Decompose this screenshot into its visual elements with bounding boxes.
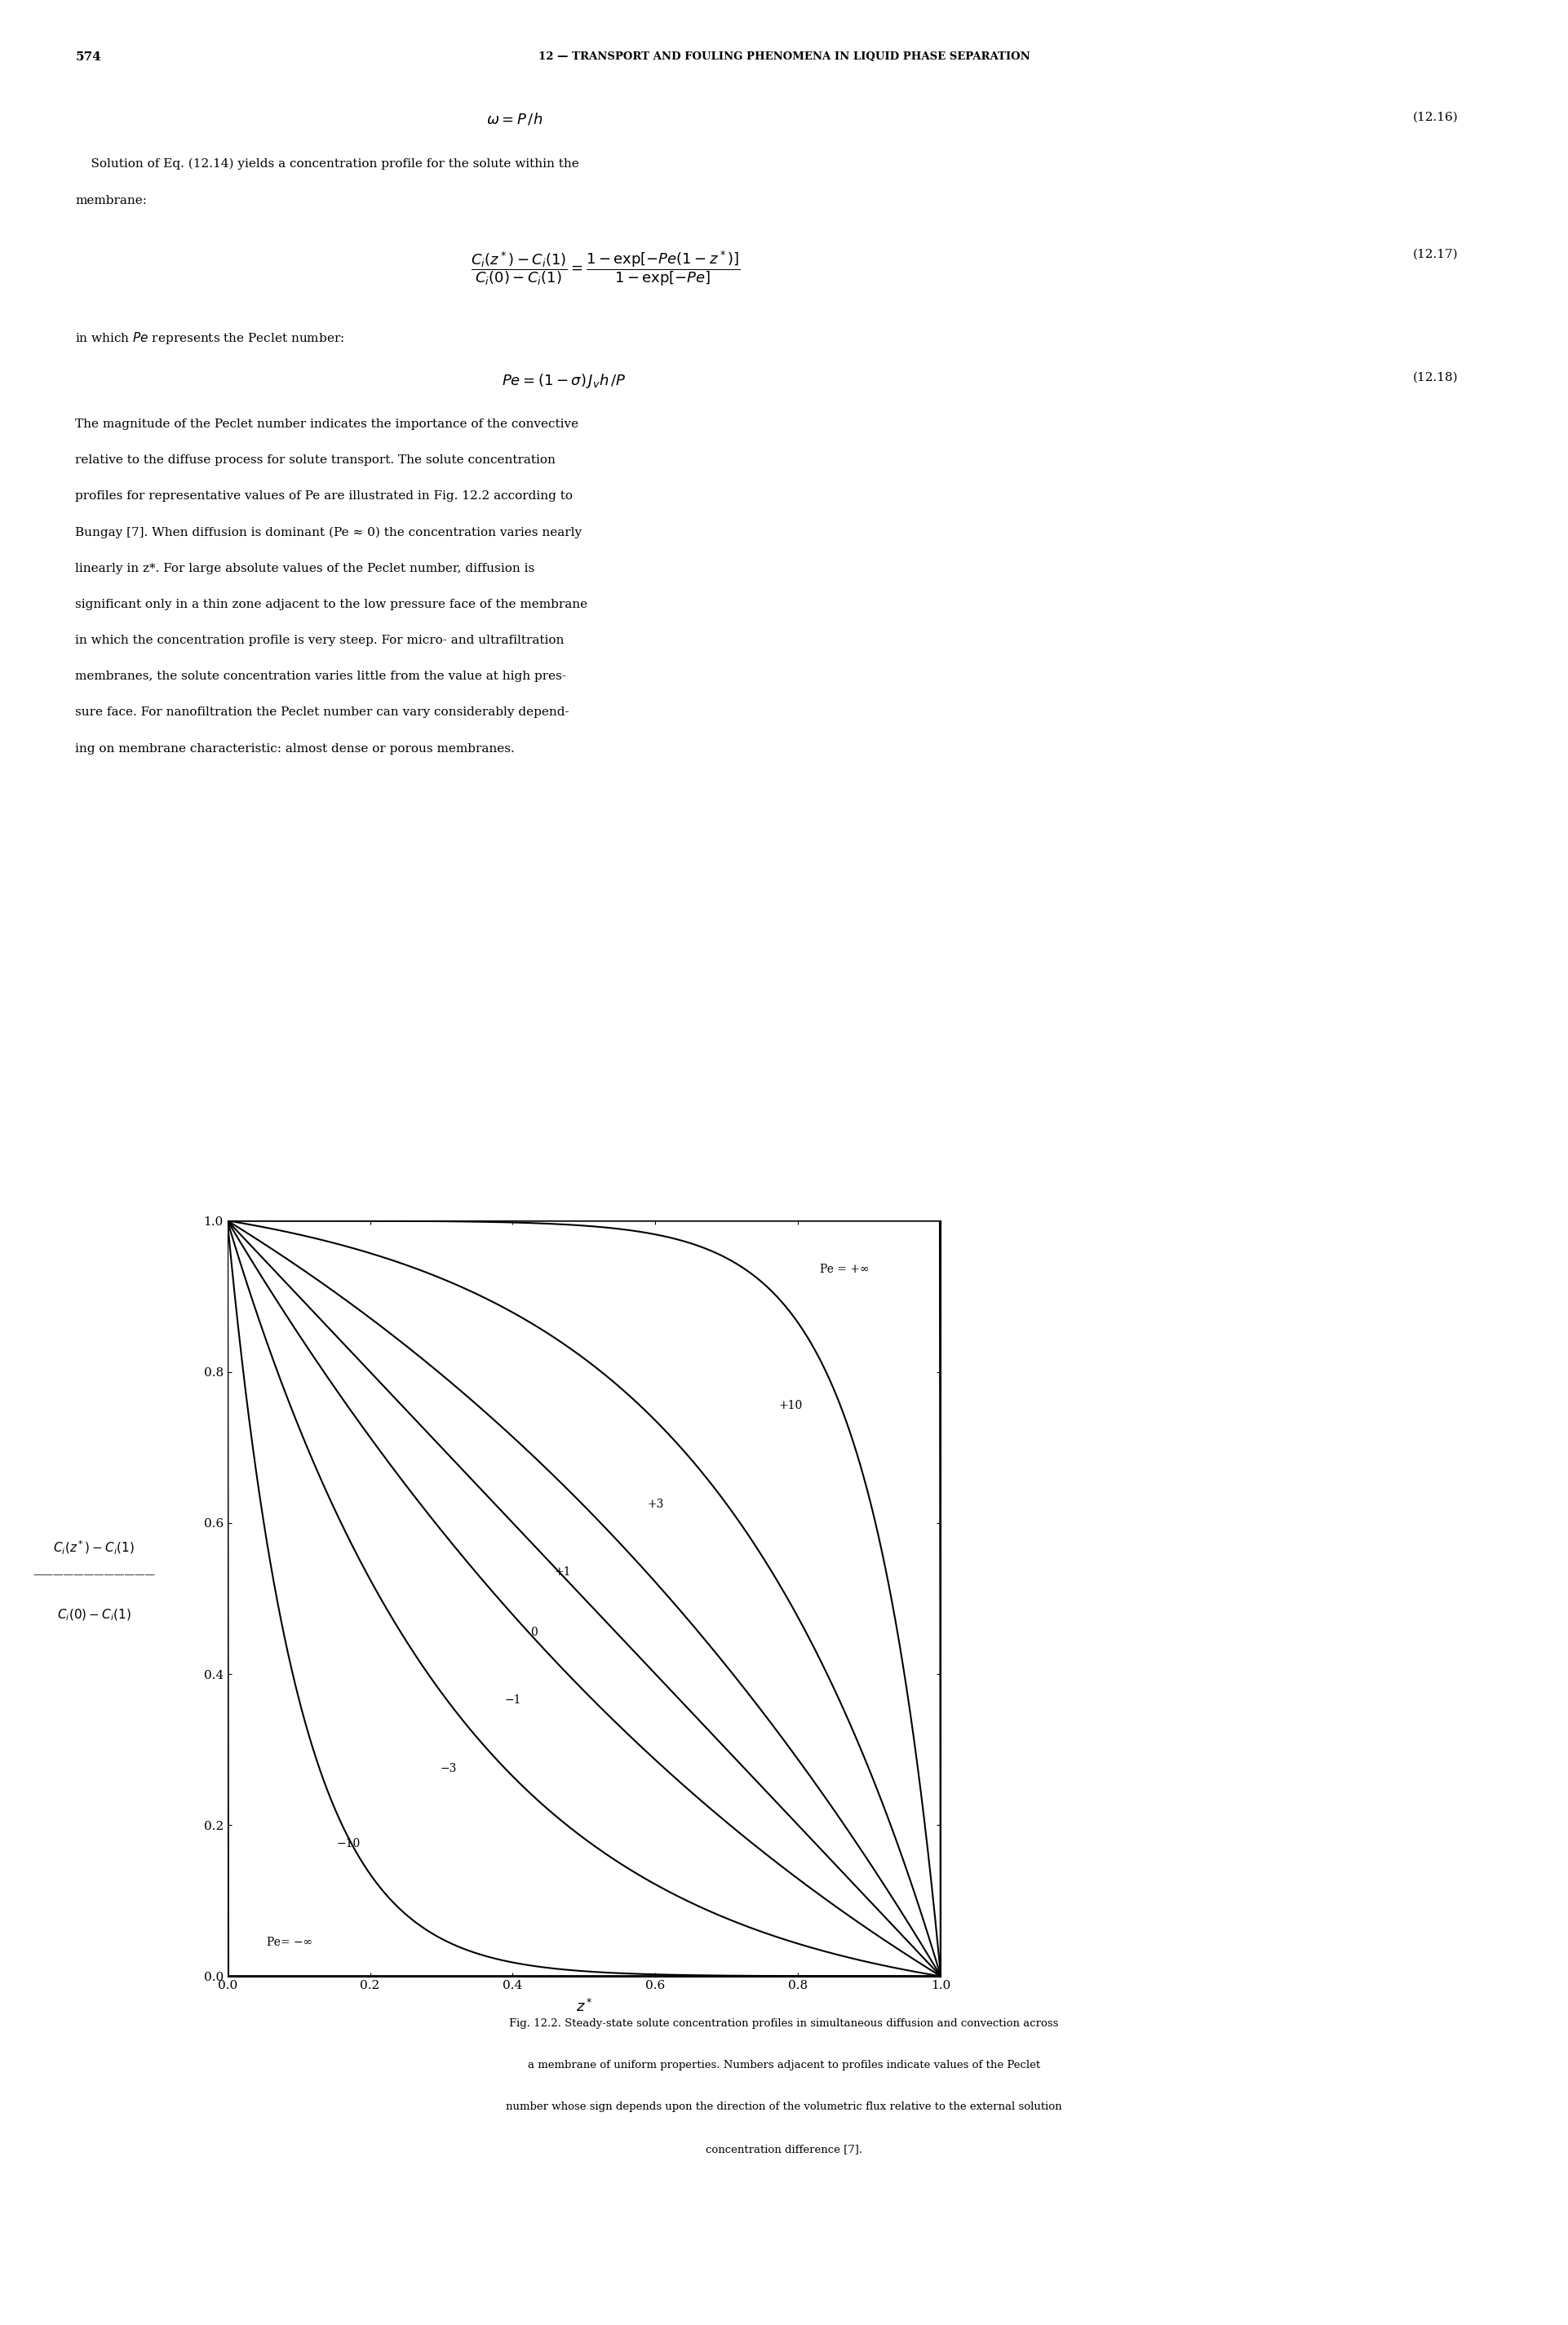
Text: Solution of Eq. (12.14) yields a concentration profile for the solute within the: Solution of Eq. (12.14) yields a concent… [75,158,579,170]
Text: ————————————: ———————————— [33,1569,155,1581]
Text: Pe= −∞: Pe= −∞ [267,1937,312,1948]
Text: $\omega = P\,/h$: $\omega = P\,/h$ [486,112,543,128]
Text: +3: +3 [648,1497,663,1509]
Text: sure face. For nanofiltration the Peclet number can vary considerably depend-: sure face. For nanofiltration the Peclet… [75,707,569,718]
Text: 0: 0 [530,1627,538,1639]
Text: $C_i(z^*) - C_i(1)$: $C_i(z^*) - C_i(1)$ [53,1539,135,1558]
Text: 12 — TRANSPORT AND FOULING PHENOMENA IN LIQUID PHASE SEPARATION: 12 — TRANSPORT AND FOULING PHENOMENA IN … [538,51,1030,63]
Text: (12.18): (12.18) [1413,372,1458,384]
Text: −10: −10 [337,1839,361,1851]
Text: $\dfrac{C_i(z^*) - C_i(1)}{C_i(0) - C_i(1)} = \dfrac{1 - \exp\!\left[-Pe(1-z^*)\: $\dfrac{C_i(z^*) - C_i(1)}{C_i(0) - C_i(… [470,249,740,288]
Text: $Pe = (1 - \sigma)\,J_v h\,/P$: $Pe = (1 - \sigma)\,J_v h\,/P$ [502,372,626,391]
Text: +1: +1 [555,1567,571,1579]
Text: Bungay [7]. When diffusion is dominant (Pe ≈ 0) the concentration varies nearly: Bungay [7]. When diffusion is dominant (… [75,528,582,539]
Text: Pe = +∞: Pe = +∞ [820,1265,869,1276]
Text: $C_i(0) - C_i(1)$: $C_i(0) - C_i(1)$ [56,1609,132,1623]
Text: in which $Pe$ represents the Peclet number:: in which $Pe$ represents the Peclet numb… [75,330,345,346]
Text: a membrane of uniform properties. Numbers adjacent to profiles indicate values o: a membrane of uniform properties. Number… [528,2060,1040,2072]
Text: (12.16): (12.16) [1413,112,1458,123]
Text: in which the concentration profile is very steep. For micro- and ultrafiltration: in which the concentration profile is ve… [75,635,564,646]
Text: linearly in z*. For large absolute values of the Peclet number, diffusion is: linearly in z*. For large absolute value… [75,563,535,574]
Text: The magnitude of the Peclet number indicates the importance of the convective: The magnitude of the Peclet number indic… [75,418,579,430]
Text: number whose sign depends upon the direction of the volumetric flux relative to : number whose sign depends upon the direc… [506,2102,1062,2113]
X-axis label: $z^*$: $z^*$ [575,2000,593,2016]
Text: −3: −3 [441,1762,456,1774]
Text: relative to the diffuse process for solute transport. The solute concentration: relative to the diffuse process for solu… [75,456,555,465]
Text: ing on membrane characteristic: almost dense or porous membranes.: ing on membrane characteristic: almost d… [75,744,514,753]
Text: membrane:: membrane: [75,195,147,207]
Text: −1: −1 [505,1695,521,1707]
Text: Fig. 12.2. Steady-state solute concentration profiles in simultaneous diffusion : Fig. 12.2. Steady-state solute concentra… [510,2018,1058,2030]
Text: significant only in a thin zone adjacent to the low pressure face of the membran: significant only in a thin zone adjacent… [75,600,588,609]
Text: +10: +10 [779,1400,803,1411]
Text: profiles for representative values of Pe are illustrated in Fig. 12.2 according : profiles for representative values of Pe… [75,491,572,502]
Text: membranes, the solute concentration varies little from the value at high pres-: membranes, the solute concentration vari… [75,672,566,681]
Text: (12.17): (12.17) [1413,249,1458,260]
Text: 574: 574 [75,51,102,63]
Text: concentration difference [7].: concentration difference [7]. [706,2144,862,2155]
